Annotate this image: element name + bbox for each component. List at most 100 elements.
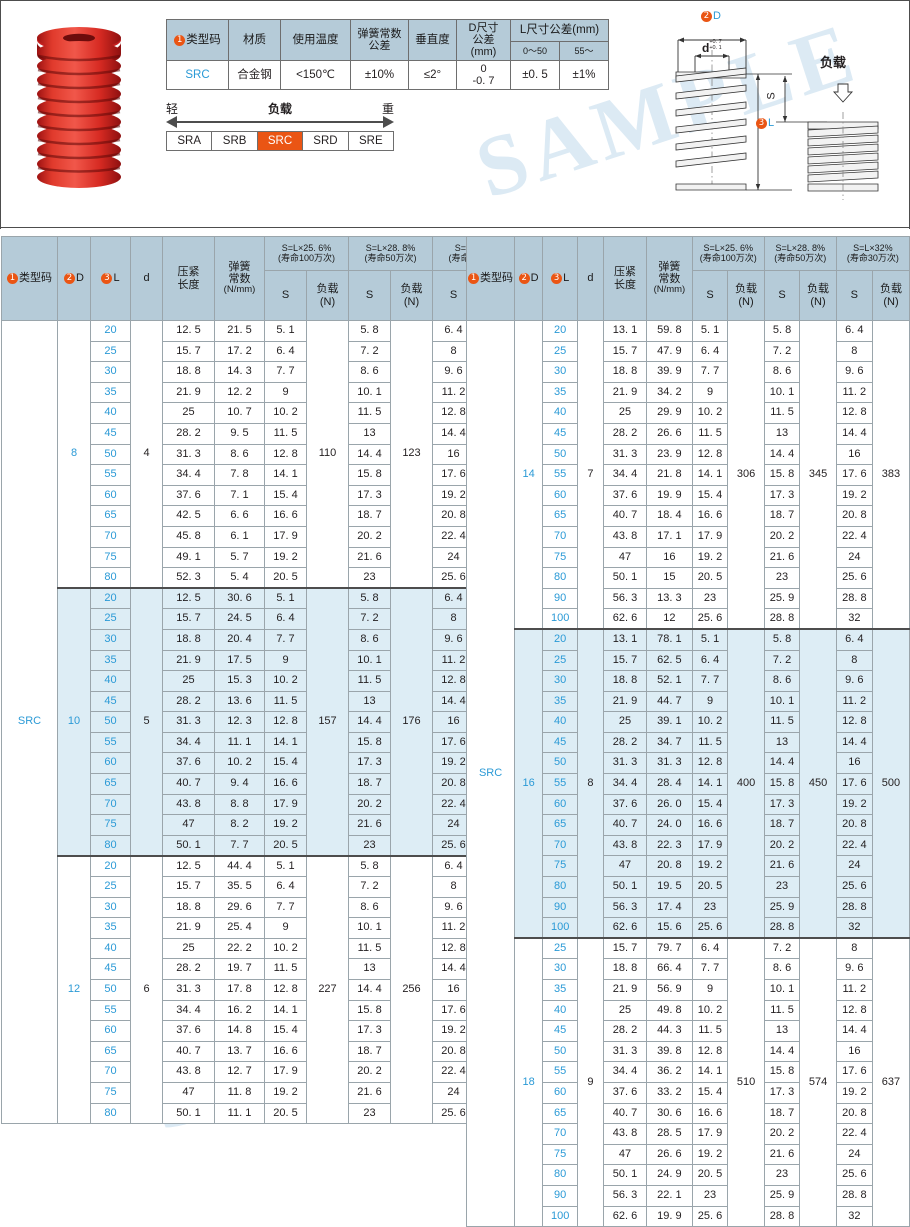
cell-length-l[interactable]: 55 <box>542 773 579 795</box>
cell-length-l[interactable]: 90 <box>542 1184 579 1207</box>
cell-length-l[interactable]: 50 <box>90 443 131 466</box>
cell-length-l[interactable]: 50 <box>90 979 131 1001</box>
cell-length-l[interactable]: 80 <box>90 834 131 857</box>
load-option-srd[interactable]: SRD <box>303 132 349 150</box>
cell-length-l[interactable]: 20 <box>90 587 131 610</box>
cell-s-2: 17. 3 <box>763 793 801 816</box>
cell-length-l[interactable]: 35 <box>90 381 131 404</box>
cell-length-l[interactable]: 25 <box>542 937 579 960</box>
cell-length-l[interactable]: 65 <box>90 1040 131 1063</box>
cell-length-l[interactable]: 40 <box>542 402 579 424</box>
cell-length-l[interactable]: 75 <box>90 814 131 836</box>
cell-length-l[interactable]: 45 <box>542 1020 579 1042</box>
cell-length-l[interactable]: 30 <box>90 896 131 919</box>
cell-length-l[interactable]: 50 <box>542 443 579 466</box>
cell-length-l[interactable]: 75 <box>542 855 579 878</box>
cell-length-l[interactable]: 40 <box>90 937 131 960</box>
cell-length-l[interactable]: 35 <box>542 979 579 1001</box>
cell-length-l[interactable]: 30 <box>542 958 579 980</box>
cell-length-l[interactable]: 50 <box>542 1040 579 1063</box>
cell-length-l[interactable]: 80 <box>542 567 579 589</box>
cell-spring-constant: 36. 2 <box>646 1061 693 1083</box>
cell-length-l[interactable]: 35 <box>90 917 131 939</box>
cell-length-l[interactable]: 55 <box>542 464 579 486</box>
cell-s-3: 16 <box>835 752 873 775</box>
table-row: 40 25 49. 8 10. 2 11. 5 12. 8 <box>467 999 910 1022</box>
cell-length-l[interactable]: 40 <box>542 711 579 733</box>
cell-length-l[interactable]: 55 <box>90 464 131 486</box>
cell-length-l[interactable]: 60 <box>542 1081 579 1104</box>
cell-length-l[interactable]: 30 <box>542 670 579 692</box>
cell-length-l[interactable]: 45 <box>90 690 131 713</box>
cell-s-2: 10. 1 <box>763 690 801 713</box>
cell-length-l[interactable]: 70 <box>90 1061 131 1083</box>
cell-length-l[interactable]: 20 <box>90 320 131 342</box>
cell-length-l[interactable]: 20 <box>542 320 579 342</box>
cell-length-l[interactable]: 65 <box>90 773 131 795</box>
cell-s-3: 17. 6 <box>432 731 475 754</box>
cell-length-l[interactable]: 20 <box>542 628 579 651</box>
cell-length-l[interactable]: 30 <box>542 361 579 383</box>
cell-length-l[interactable]: 75 <box>542 546 579 569</box>
spec-header-row: 1 类型码 材质 使用温度 弹簧常数 公差 垂直度 D尺寸 公差(mm) L尺寸公… <box>166 18 609 62</box>
cell-length-l[interactable]: 50 <box>542 752 579 775</box>
cell-length-l[interactable]: 90 <box>542 896 579 919</box>
cell-length-l[interactable]: 70 <box>90 525 131 548</box>
cell-length-l[interactable]: 65 <box>542 505 579 527</box>
cell-s-3: 19. 2 <box>432 1020 475 1042</box>
cell-length-l[interactable]: 65 <box>542 814 579 836</box>
cell-length-l[interactable]: 75 <box>90 546 131 569</box>
load-option-src[interactable]: SRC <box>257 132 304 150</box>
cell-length-l[interactable]: 60 <box>542 484 579 507</box>
cell-length-l[interactable]: 80 <box>90 567 131 589</box>
cell-length-l[interactable]: 25 <box>542 340 579 363</box>
cell-s-1: 12. 8 <box>691 1040 729 1063</box>
table-row: 35 21. 9 25. 4 9 10. 1 11. 2 <box>2 917 517 939</box>
cell-length-l[interactable]: 35 <box>542 381 579 404</box>
cell-length-l[interactable]: 50 <box>90 711 131 733</box>
cell-length-l[interactable]: 20 <box>90 854 131 878</box>
cell-length-l[interactable]: 70 <box>90 793 131 816</box>
cell-length-l[interactable]: 60 <box>90 484 131 507</box>
cell-length-l[interactable]: 30 <box>90 628 131 651</box>
cell-length-l[interactable]: 90 <box>542 587 579 610</box>
cell-length-l[interactable]: 65 <box>90 505 131 527</box>
cell-length-l[interactable]: 100 <box>542 917 579 939</box>
cell-length-l[interactable]: 80 <box>90 1102 131 1125</box>
cell-length-l[interactable]: 100 <box>542 1205 579 1227</box>
cell-length-l[interactable]: 35 <box>542 690 579 713</box>
cell-length-l[interactable]: 55 <box>542 1061 579 1083</box>
cell-length-l[interactable]: 45 <box>90 422 131 445</box>
cell-length-l[interactable]: 40 <box>90 670 131 692</box>
table-row: 70 43. 8 8. 8 17. 9 20. 2 22. 4 <box>2 793 517 816</box>
cell-length-l[interactable]: 25 <box>90 876 131 898</box>
cell-length-l[interactable]: 40 <box>90 402 131 424</box>
cell-length-l[interactable]: 45 <box>542 422 579 445</box>
load-scale-options[interactable]: SRA SRB SRC SRD SRE <box>166 131 394 151</box>
cell-length-l[interactable]: 80 <box>542 876 579 898</box>
cell-length-l[interactable]: 35 <box>90 649 131 672</box>
cell-length-l[interactable]: 40 <box>542 999 579 1022</box>
cell-length-l[interactable]: 45 <box>90 958 131 980</box>
cell-length-l[interactable]: 55 <box>90 731 131 754</box>
cell-length-l[interactable]: 45 <box>542 731 579 754</box>
cell-length-l[interactable]: 70 <box>542 1123 579 1145</box>
cell-length-l[interactable]: 55 <box>90 999 131 1022</box>
cell-length-l[interactable]: 100 <box>542 608 579 630</box>
cell-length-l[interactable]: 75 <box>90 1081 131 1104</box>
load-option-sra[interactable]: SRA <box>167 132 213 150</box>
cell-length-l[interactable]: 70 <box>542 834 579 857</box>
cell-length-l[interactable]: 25 <box>90 608 131 630</box>
cell-length-l[interactable]: 60 <box>542 793 579 816</box>
cell-length-l[interactable]: 70 <box>542 525 579 548</box>
cell-length-l[interactable]: 60 <box>90 1020 131 1042</box>
load-option-srb[interactable]: SRB <box>212 132 258 150</box>
load-option-sre[interactable]: SRE <box>348 132 394 150</box>
cell-length-l[interactable]: 30 <box>90 361 131 383</box>
cell-length-l[interactable]: 75 <box>542 1143 579 1166</box>
cell-length-l[interactable]: 25 <box>90 340 131 363</box>
cell-length-l[interactable]: 65 <box>542 1102 579 1125</box>
cell-length-l[interactable]: 80 <box>542 1164 579 1186</box>
cell-length-l[interactable]: 25 <box>542 649 579 672</box>
cell-length-l[interactable]: 60 <box>90 752 131 775</box>
